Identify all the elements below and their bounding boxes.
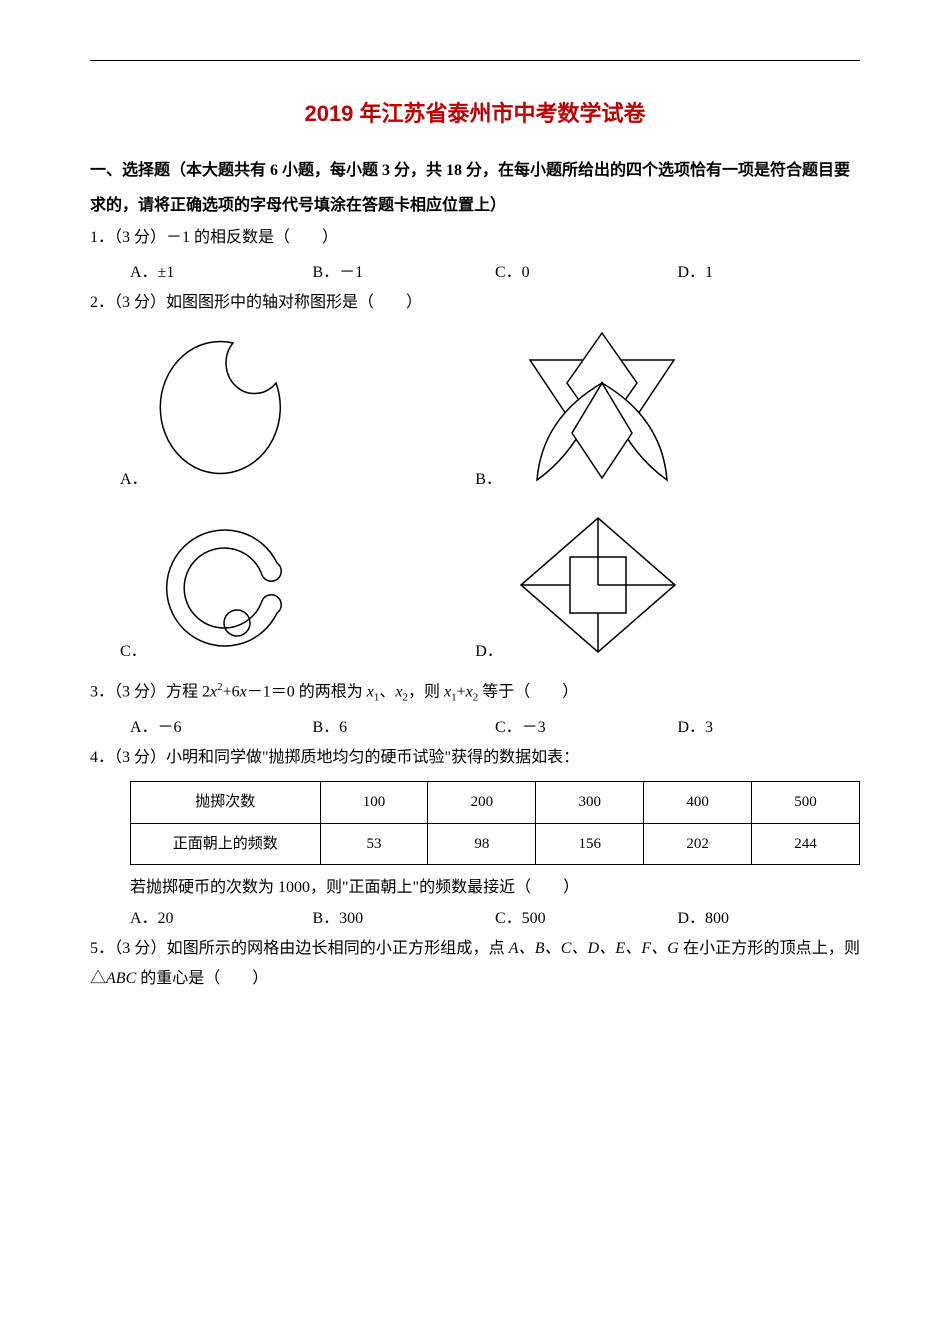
q4-follow: 若抛掷硬币的次数为 1000，则"正面朝上"的频数最接近（ ） — [90, 873, 860, 903]
page-title: 2019 年江苏省泰州市中考数学试卷 — [90, 93, 860, 135]
question-4: 4．（3 分）小明和同学做"抛掷质地均匀的硬币试验"获得的数据如表： — [90, 743, 860, 773]
question-1: 1．（3 分）－1 的相反数是（ ） — [90, 223, 860, 253]
q4-optC: C．500 — [495, 904, 678, 934]
question-3: 3．（3 分）方程 2x2+6x－1＝0 的两根为 x1、x2，则 x1+x2 … — [90, 677, 860, 708]
q4-r2c4: 156 — [536, 823, 644, 865]
q4-r1c4: 300 — [536, 782, 644, 824]
q4-r1c6: 500 — [752, 782, 860, 824]
q3-optC: C．－3 — [495, 713, 678, 743]
question-5: 5．（3 分）如图所示的网格由边长相同的小正方形组成，点 A、B、C、D、E、F… — [90, 934, 860, 995]
q4-text: 4．（3 分）小明和同学做"抛掷质地均匀的硬币试验"获得的数据如表： — [90, 749, 579, 766]
q3-pre: 3．（3 分）方程 2 — [90, 683, 210, 700]
q4-r2c1: 正面朝上的频数 — [131, 823, 321, 865]
q2-cell-A: A． — [120, 328, 475, 499]
q2-labA: A． — [120, 465, 148, 499]
top-rule — [90, 60, 860, 61]
q5-abc: ABC — [106, 970, 136, 987]
q2-figC-icon — [157, 515, 307, 671]
q3-m3: 、 — [379, 683, 395, 700]
q5-pre: 5．（3 分）如图所示的网格由边长相同的小正方形组成，点 — [90, 940, 509, 957]
q2-cell-C: C． — [120, 510, 475, 671]
q3-optB: B．6 — [313, 713, 496, 743]
q4-table: 抛掷次数 100 200 300 400 500 正面朝上的频数 53 98 1… — [130, 781, 860, 865]
q2-text: 2．（3 分）如图图形中的轴对称图形是（ ） — [90, 294, 422, 311]
q2-row2: C． D． — [90, 510, 860, 671]
q1-optC: C．0 — [495, 258, 678, 288]
q4-r2c6: 244 — [752, 823, 860, 865]
q4-r1c1: 抛掷次数 — [131, 782, 321, 824]
q4-r1c3: 200 — [428, 782, 536, 824]
table-row: 正面朝上的频数 53 98 156 202 244 — [131, 823, 860, 865]
q4-table-wrap: 抛掷次数 100 200 300 400 500 正面朝上的频数 53 98 1… — [90, 781, 860, 865]
q2-labD: D． — [475, 637, 503, 671]
q2-figA-icon — [158, 328, 308, 499]
question-2: 2．（3 分）如图图形中的轴对称图形是（ ） — [90, 288, 860, 318]
q3-optA: A．－6 — [130, 713, 313, 743]
q3-x2: x — [240, 683, 247, 700]
q4-options: A．20 B．300 C．500 D．800 — [90, 904, 860, 934]
q1-text: 1．（3 分）－1 的相反数是（ ） — [90, 229, 338, 246]
q3-optD: D．3 — [678, 713, 861, 743]
table-row: 抛掷次数 100 200 300 400 500 — [131, 782, 860, 824]
q2-row1: A． B． — [90, 328, 860, 499]
q2-figD-icon — [513, 510, 683, 671]
q2-cell-D: D． — [475, 510, 830, 671]
q4-optB: B．300 — [313, 904, 496, 934]
q3-options: A．－6 B．6 C．－3 D．3 — [90, 713, 860, 743]
q3-m1: +6 — [223, 683, 240, 700]
q3-m2: －1＝0 的两根为 — [247, 683, 367, 700]
q3-x4: x — [395, 683, 402, 700]
q3-m5: + — [457, 683, 466, 700]
q3-m4: ，则 — [408, 683, 444, 700]
q1-options: A．±1 B．－1 C．0 D．1 — [90, 258, 860, 288]
q1-optD: D．1 — [678, 258, 861, 288]
q5-end: 的重心是（ ） — [136, 970, 268, 987]
q2-figB-icon — [512, 328, 692, 499]
q4-r2c3: 98 — [428, 823, 536, 865]
q3-end: 等于（ ） — [478, 683, 578, 700]
q2-labB: B． — [475, 465, 502, 499]
q3-x3: x — [367, 683, 374, 700]
q4-r1c5: 400 — [644, 782, 752, 824]
section-header: 一、选择题（本大题共有 6 小题，每小题 3 分，共 18 分，在每小题所给出的… — [90, 153, 860, 223]
q2-labC: C． — [120, 637, 147, 671]
q1-optB: B．－1 — [313, 258, 496, 288]
q1-optA: A．±1 — [130, 258, 313, 288]
q5-letters: A、B、C、D、E、F、G — [509, 940, 679, 957]
q3-x6: x — [466, 683, 473, 700]
q4-r2c5: 202 — [644, 823, 752, 865]
q4-optD: D．800 — [678, 904, 861, 934]
q4-r2c2: 53 — [320, 823, 428, 865]
q2-cell-B: B． — [475, 328, 830, 499]
q4-r1c2: 100 — [320, 782, 428, 824]
q4-optA: A．20 — [130, 904, 313, 934]
